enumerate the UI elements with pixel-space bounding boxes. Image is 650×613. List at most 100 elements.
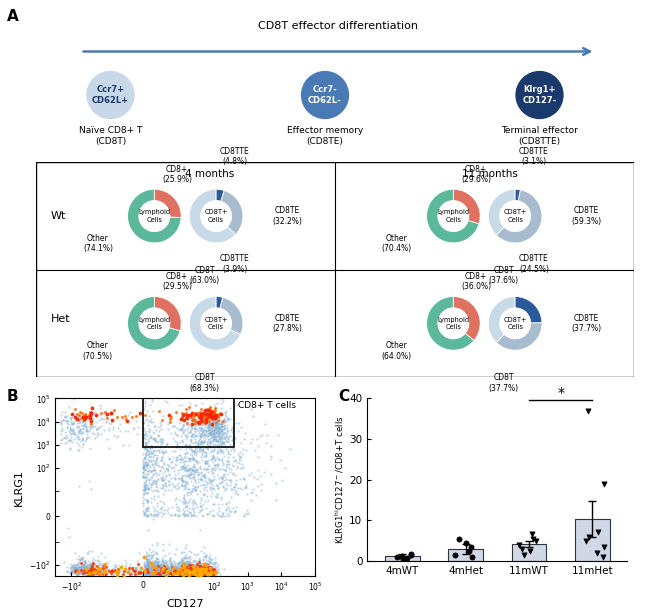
Point bbox=[275, 455, 285, 465]
Text: Lymphoid
Cells: Lymphoid Cells bbox=[437, 209, 469, 223]
Point bbox=[144, 462, 155, 472]
Point bbox=[202, 560, 212, 569]
Point bbox=[153, 568, 163, 578]
Point bbox=[192, 565, 202, 575]
Point bbox=[177, 504, 188, 514]
Point bbox=[197, 564, 207, 574]
Point bbox=[213, 412, 223, 422]
Point bbox=[144, 560, 155, 570]
Point bbox=[152, 566, 162, 576]
Point bbox=[185, 494, 195, 504]
Point bbox=[142, 394, 153, 403]
Point bbox=[153, 430, 163, 440]
Point bbox=[214, 431, 224, 441]
Point bbox=[86, 422, 97, 432]
Point bbox=[179, 564, 189, 574]
Point bbox=[141, 443, 151, 453]
Point bbox=[72, 568, 82, 577]
Point bbox=[202, 405, 213, 415]
Point bbox=[194, 563, 205, 573]
Point bbox=[146, 569, 157, 579]
Point bbox=[177, 554, 187, 564]
Point bbox=[205, 429, 215, 439]
Point bbox=[211, 480, 221, 490]
Point bbox=[146, 472, 157, 482]
Point bbox=[184, 508, 194, 517]
Point bbox=[198, 564, 209, 574]
Point bbox=[149, 560, 159, 570]
Point bbox=[85, 562, 96, 572]
Point bbox=[140, 569, 151, 579]
Point bbox=[144, 484, 154, 494]
Point bbox=[169, 569, 179, 579]
Point bbox=[178, 427, 188, 437]
Point bbox=[144, 568, 154, 578]
Point bbox=[203, 426, 213, 436]
Point bbox=[181, 465, 192, 474]
Point bbox=[229, 479, 240, 489]
Point bbox=[218, 447, 229, 457]
Point bbox=[203, 562, 214, 572]
Point bbox=[162, 505, 172, 515]
Point bbox=[217, 511, 228, 520]
Point bbox=[208, 564, 218, 574]
Point bbox=[129, 425, 139, 435]
Point bbox=[207, 416, 218, 426]
Point bbox=[144, 432, 155, 442]
Point bbox=[133, 560, 144, 569]
Point bbox=[153, 436, 163, 446]
Point bbox=[239, 474, 250, 484]
Point bbox=[145, 565, 155, 574]
Point bbox=[188, 568, 198, 578]
Point bbox=[85, 571, 96, 581]
Point bbox=[99, 565, 109, 574]
Point bbox=[138, 432, 149, 442]
Point bbox=[198, 411, 208, 421]
Point bbox=[188, 568, 199, 577]
Point bbox=[73, 558, 83, 568]
Point bbox=[76, 428, 86, 438]
Point bbox=[169, 510, 179, 520]
Point bbox=[194, 568, 204, 577]
Point bbox=[146, 466, 156, 476]
Point bbox=[218, 417, 228, 427]
Point bbox=[182, 566, 192, 576]
Text: CD8+ T cells: CD8+ T cells bbox=[237, 401, 296, 410]
Point bbox=[149, 563, 159, 573]
Point bbox=[209, 564, 219, 574]
Point bbox=[80, 562, 90, 572]
Text: CD8TTE
(3.1%): CD8TTE (3.1%) bbox=[519, 147, 549, 166]
Point bbox=[68, 560, 78, 569]
Point bbox=[144, 561, 154, 571]
Point bbox=[168, 446, 178, 455]
Point bbox=[166, 563, 177, 573]
Point bbox=[185, 431, 196, 441]
Point bbox=[176, 437, 186, 447]
Point bbox=[86, 566, 96, 576]
Point bbox=[88, 569, 98, 579]
Point bbox=[142, 495, 152, 505]
Point bbox=[189, 471, 200, 481]
Point bbox=[190, 565, 200, 575]
Point bbox=[150, 476, 160, 486]
Point bbox=[89, 563, 99, 573]
Point bbox=[210, 424, 220, 433]
Point bbox=[177, 481, 188, 491]
Point bbox=[237, 459, 247, 469]
Point bbox=[185, 440, 195, 450]
Point bbox=[172, 430, 182, 440]
Point bbox=[88, 566, 98, 576]
Point bbox=[168, 560, 179, 570]
Point bbox=[153, 565, 163, 575]
Point bbox=[159, 459, 170, 469]
Point bbox=[205, 433, 216, 443]
Point bbox=[173, 565, 183, 575]
Point bbox=[179, 565, 189, 575]
Point bbox=[170, 544, 181, 554]
Point bbox=[138, 457, 149, 466]
Point bbox=[189, 563, 200, 573]
Point bbox=[97, 568, 107, 578]
Point bbox=[140, 566, 151, 576]
Text: Other
(70.5%): Other (70.5%) bbox=[83, 341, 113, 360]
Point bbox=[178, 562, 188, 572]
